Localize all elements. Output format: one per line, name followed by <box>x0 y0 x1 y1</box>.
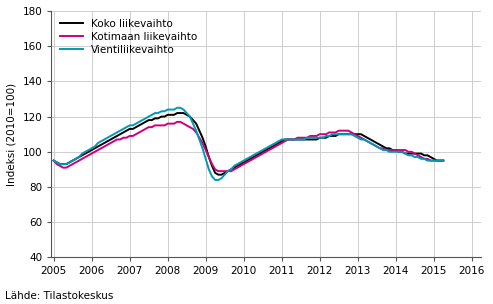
Koko liikevaihto <box>228 168 234 171</box>
Koko liikevaihto <box>76 155 82 159</box>
Kotimaan liikevaihto <box>124 136 130 140</box>
Vientiliikevaihto <box>282 138 288 141</box>
Vientiliikevaihto <box>174 106 180 110</box>
Vientiliikevaihto <box>165 108 171 111</box>
Y-axis label: Indeksi (2010=100): Indeksi (2010=100) <box>7 83 17 186</box>
Koko liikevaihto <box>174 111 180 115</box>
Kotimaan liikevaihto <box>440 159 446 162</box>
Koko liikevaihto <box>54 161 60 164</box>
Vientiliikevaihto <box>76 155 82 159</box>
Vientiliikevaihto <box>54 161 60 164</box>
Vientiliikevaihto <box>228 168 234 171</box>
Line: Kotimaan liikevaihto: Kotimaan liikevaihto <box>54 122 443 171</box>
Koko liikevaihto <box>51 159 57 162</box>
Kotimaan liikevaihto <box>165 122 171 126</box>
Kotimaan liikevaihto <box>282 140 288 143</box>
Kotimaan liikevaihto <box>76 159 82 162</box>
Kotimaan liikevaihto <box>51 159 57 162</box>
Text: Lähde: Tilastokeskus: Lähde: Tilastokeskus <box>5 291 113 301</box>
Koko liikevaihto <box>215 173 221 177</box>
Vientiliikevaihto <box>440 159 446 162</box>
Vientiliikevaihto <box>124 125 130 129</box>
Koko liikevaihto <box>282 138 288 141</box>
Kotimaan liikevaihto <box>228 169 234 173</box>
Line: Vientiliikevaihto: Vientiliikevaihto <box>54 108 443 180</box>
Vientiliikevaihto <box>212 178 218 182</box>
Vientiliikevaihto <box>51 159 57 162</box>
Line: Koko liikevaihto: Koko liikevaihto <box>54 113 443 175</box>
Kotimaan liikevaihto <box>174 120 180 124</box>
Kotimaan liikevaihto <box>215 169 221 173</box>
Legend: Koko liikevaihto, Kotimaan liikevaihto, Vientiliikevaihto: Koko liikevaihto, Kotimaan liikevaihto, … <box>56 15 202 59</box>
Koko liikevaihto <box>440 159 446 162</box>
Kotimaan liikevaihto <box>54 162 60 166</box>
Koko liikevaihto <box>124 129 130 133</box>
Koko liikevaihto <box>165 113 171 117</box>
